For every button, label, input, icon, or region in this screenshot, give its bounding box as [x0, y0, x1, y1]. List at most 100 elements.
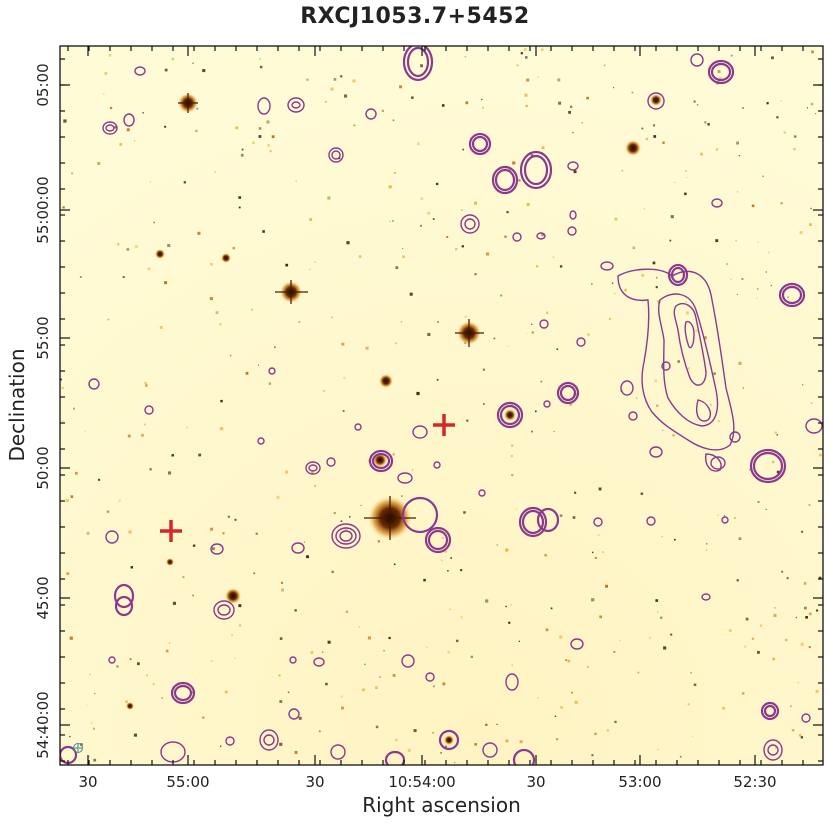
faint-source — [653, 135, 657, 138]
faint-source — [515, 508, 518, 510]
faint-source — [645, 137, 649, 141]
faint-source — [558, 101, 562, 105]
faint-source — [455, 248, 458, 251]
faint-source — [294, 751, 298, 754]
faint-source — [704, 121, 707, 124]
faint-source — [423, 578, 426, 582]
faint-source — [395, 342, 397, 345]
faint-source — [722, 707, 725, 710]
faint-source — [197, 231, 201, 235]
x-tick-label: 10:54:00 — [388, 773, 455, 791]
faint-source — [298, 716, 302, 720]
faint-source — [409, 292, 413, 296]
bright-star — [625, 140, 641, 156]
faint-source — [799, 231, 803, 234]
faint-source — [164, 281, 168, 285]
faint-source — [61, 386, 64, 389]
faint-source — [571, 691, 573, 694]
faint-source — [420, 197, 424, 200]
faint-source — [274, 346, 276, 348]
faint-source — [654, 379, 658, 383]
faint-source — [69, 735, 71, 738]
faint-source — [109, 106, 113, 110]
faint-source — [505, 739, 509, 743]
faint-source — [183, 181, 186, 184]
faint-source — [773, 614, 777, 617]
faint-source — [670, 633, 673, 636]
faint-source — [152, 683, 155, 686]
faint-source — [771, 460, 775, 464]
faint-source — [73, 407, 75, 410]
faint-source — [116, 665, 119, 668]
faint-source — [474, 743, 477, 746]
faint-source — [791, 728, 795, 732]
faint-source — [331, 316, 333, 319]
bright-star — [221, 253, 231, 263]
faint-source — [815, 690, 819, 693]
faint-source — [736, 191, 739, 193]
faint-source — [309, 268, 311, 270]
red-cross-marker — [433, 414, 455, 436]
bright-star — [650, 94, 662, 106]
faint-source — [89, 673, 91, 675]
faint-source — [399, 85, 403, 89]
faint-source — [126, 248, 130, 251]
red-cross-marker — [160, 520, 182, 542]
faint-source — [466, 419, 469, 422]
faint-source — [285, 263, 289, 267]
faint-source — [559, 514, 563, 517]
faint-source — [572, 131, 574, 134]
faint-source — [407, 748, 411, 752]
faint-source — [65, 498, 69, 502]
faint-source — [63, 119, 67, 123]
faint-source — [771, 56, 774, 60]
faint-source — [295, 180, 297, 182]
faint-source — [621, 169, 624, 172]
faint-source — [757, 650, 760, 654]
faint-source — [231, 634, 234, 637]
faint-source — [220, 427, 224, 431]
faint-source — [736, 579, 739, 582]
faint-source — [586, 666, 589, 668]
faint-source — [530, 154, 534, 157]
faint-source — [690, 672, 692, 674]
faint-source — [726, 263, 729, 266]
faint-source — [541, 233, 545, 237]
faint-source — [523, 48, 527, 51]
faint-source — [505, 605, 507, 608]
faint-source — [278, 674, 281, 677]
faint-source — [202, 716, 205, 719]
faint-source — [245, 371, 249, 375]
faint-source — [482, 106, 484, 109]
faint-source — [238, 196, 242, 199]
y-axis-ticks: 05:00 55:00:00 55:00 50:00 45:00 54:40:0… — [34, 63, 52, 758]
faint-source — [401, 495, 403, 497]
faint-source — [432, 732, 434, 734]
faint-source — [546, 311, 549, 314]
faint-source — [125, 700, 128, 704]
faint-source — [770, 284, 772, 286]
faint-source — [768, 251, 770, 254]
faint-source — [537, 697, 539, 699]
faint-source — [118, 499, 121, 502]
faint-source — [279, 742, 283, 746]
faint-source — [344, 94, 348, 98]
faint-source — [381, 109, 384, 112]
faint-source — [631, 91, 634, 94]
faint-source — [119, 143, 123, 146]
faint-source — [314, 485, 316, 487]
faint-source — [219, 323, 222, 326]
faint-source — [713, 372, 716, 375]
faint-source — [238, 206, 241, 209]
faint-source — [107, 318, 110, 321]
faint-source — [696, 104, 699, 106]
faint-source — [464, 315, 467, 318]
faint-source — [531, 331, 534, 334]
faint-source — [809, 223, 812, 226]
faint-source — [505, 548, 509, 552]
faint-source — [510, 604, 512, 606]
faint-source — [392, 119, 395, 122]
faint-source — [800, 642, 804, 646]
y-axis-label: Declination — [5, 348, 29, 462]
faint-source — [145, 384, 148, 387]
